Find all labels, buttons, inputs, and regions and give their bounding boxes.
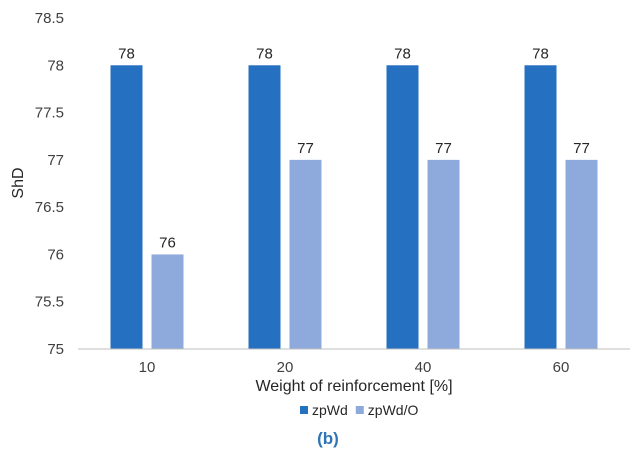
x-axis-title: Weight of reinforcement [%] bbox=[255, 378, 452, 395]
x-tick-label: 60 bbox=[553, 359, 570, 376]
x-tick-label: 20 bbox=[277, 359, 294, 376]
y-tick-label: 76.5 bbox=[35, 199, 64, 216]
legend: zpWd zpWd/O bbox=[300, 402, 418, 418]
y-tick-label: 77.5 bbox=[35, 105, 64, 122]
y-tick-label: 77 bbox=[47, 152, 64, 169]
x-tick-label: 40 bbox=[415, 359, 432, 376]
x-tick-label: 10 bbox=[139, 359, 156, 376]
data-label: 78 bbox=[394, 45, 411, 62]
bar-zpwd-10 bbox=[110, 65, 143, 350]
data-label: 78 bbox=[118, 45, 135, 62]
legend-swatch bbox=[355, 406, 364, 414]
x-axis-ticks: 10 20 40 60 bbox=[139, 359, 570, 376]
data-label: 77 bbox=[435, 140, 452, 157]
bar-zpwd-40 bbox=[386, 65, 419, 350]
data-labels: 78 76 78 77 78 77 78 77 bbox=[118, 45, 590, 251]
figure-caption: (b) bbox=[317, 429, 339, 448]
y-axis-ticks: 75 75.5 76 76.5 77 77.5 78 78.5 bbox=[35, 10, 64, 358]
y-tick-label: 78 bbox=[47, 57, 64, 74]
data-label: 78 bbox=[532, 45, 549, 62]
y-tick-label: 75 bbox=[47, 341, 64, 358]
y-tick-label: 78.5 bbox=[35, 10, 64, 27]
bar-zpwd-o-60 bbox=[565, 159, 598, 349]
y-tick-label: 76 bbox=[47, 246, 64, 263]
legend-label: zpWd bbox=[312, 402, 348, 418]
bar-zpwd-o-10 bbox=[151, 254, 184, 349]
bars bbox=[110, 65, 598, 350]
legend-label: zpWd/O bbox=[368, 402, 419, 418]
y-axis-title: ShD bbox=[10, 167, 27, 198]
data-label: 77 bbox=[573, 140, 590, 157]
legend-swatch bbox=[300, 406, 308, 414]
bar-zpwd-20 bbox=[248, 65, 281, 350]
data-label: 76 bbox=[159, 234, 176, 251]
data-label: 78 bbox=[256, 45, 273, 62]
bar-zpwd-o-40 bbox=[427, 159, 460, 349]
bar-zpwd-o-20 bbox=[289, 159, 322, 349]
y-tick-label: 75.5 bbox=[35, 294, 64, 311]
bar-zpwd-60 bbox=[524, 65, 557, 350]
data-label: 77 bbox=[297, 140, 314, 157]
